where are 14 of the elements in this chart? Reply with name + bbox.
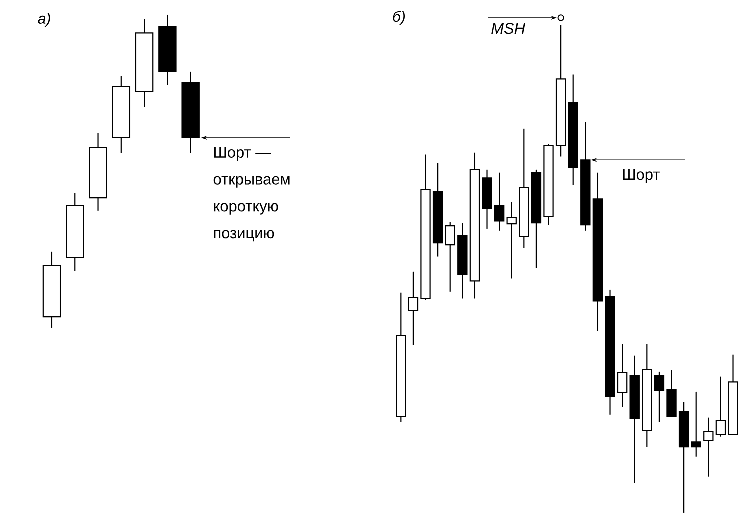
candlestick bbox=[408, 271, 419, 346]
candlestick bbox=[654, 371, 665, 423]
candlestick bbox=[445, 222, 456, 292]
chart-title: а) bbox=[38, 13, 50, 27]
candlestick bbox=[704, 417, 714, 478]
annotation: Шорт bbox=[623, 169, 660, 184]
candlestick bbox=[716, 376, 726, 438]
candlestick bbox=[617, 344, 628, 408]
text: Шорт — открываем короткую позицию bbox=[214, 147, 290, 242]
candlestick bbox=[691, 391, 702, 458]
candlestick bbox=[506, 202, 517, 280]
candlestick bbox=[494, 172, 505, 232]
chart-title: б) bbox=[393, 10, 406, 26]
annotation: MSH bbox=[492, 23, 526, 34]
